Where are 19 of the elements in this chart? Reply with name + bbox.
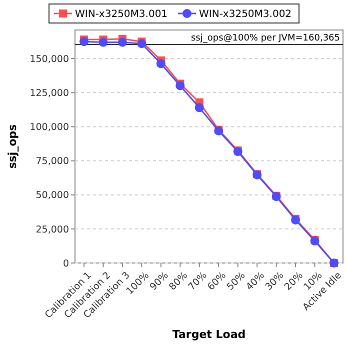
x-axis-title: Target Load [172,328,246,341]
y-tick-label: 100,000 [30,122,69,134]
y-tick-label: 75,000 [36,156,69,168]
y-tick-label: 125,000 [30,88,69,100]
point [118,38,127,47]
point [137,39,146,48]
y-tick-label: 50,000 [36,190,69,202]
legend-label: WIN-x3250M3.002 [199,9,292,20]
ref-line-label: ssj_ops@100% per JVM=160,365 [190,33,340,44]
y-tick-label: 0 [62,258,69,270]
legend-label: WIN-x3250M3.001 [75,9,168,20]
y-tick-label: 150,000 [30,54,69,65]
point [156,59,166,68]
point [98,38,108,47]
point [176,81,185,90]
y-tick-label: 25,000 [36,224,69,236]
point [80,37,88,46]
point [194,103,204,112]
y-axis-title: ssj_ops [6,124,19,169]
